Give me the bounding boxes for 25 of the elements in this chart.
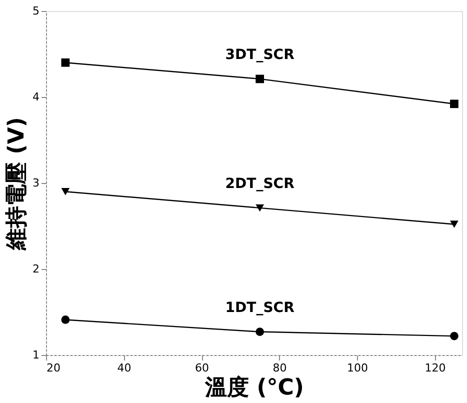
y-tick-label: 2 — [32, 262, 40, 276]
series-label: 2DT_SCR — [225, 176, 295, 192]
x-tick-label: 120 — [424, 362, 446, 374]
point — [256, 204, 264, 212]
y-tick-label: 4 — [32, 90, 40, 104]
x-tick-label: 20 — [46, 362, 60, 374]
y-tick-label: 5 — [32, 4, 40, 18]
y-axis-title: 維持電壓 (V) — [4, 117, 30, 251]
point — [450, 332, 458, 340]
series-label: 1DT_SCR — [225, 300, 295, 316]
x-tick-label: 80 — [272, 362, 287, 374]
y-tick-label: 3 — [32, 176, 40, 190]
point — [256, 328, 264, 336]
point — [61, 316, 70, 324]
point — [450, 220, 458, 228]
x-axis-title: 溫度 (°C) — [204, 374, 304, 400]
point — [61, 188, 70, 196]
x-tick-label: 100 — [347, 362, 368, 374]
point — [61, 58, 70, 67]
y-tick-label: 1 — [32, 348, 40, 362]
point — [256, 74, 264, 84]
point — [450, 100, 458, 108]
series-label: 3DT_SCR — [225, 46, 295, 63]
x-tick-label: 60 — [195, 362, 210, 374]
x-tick-label: 40 — [117, 362, 132, 374]
